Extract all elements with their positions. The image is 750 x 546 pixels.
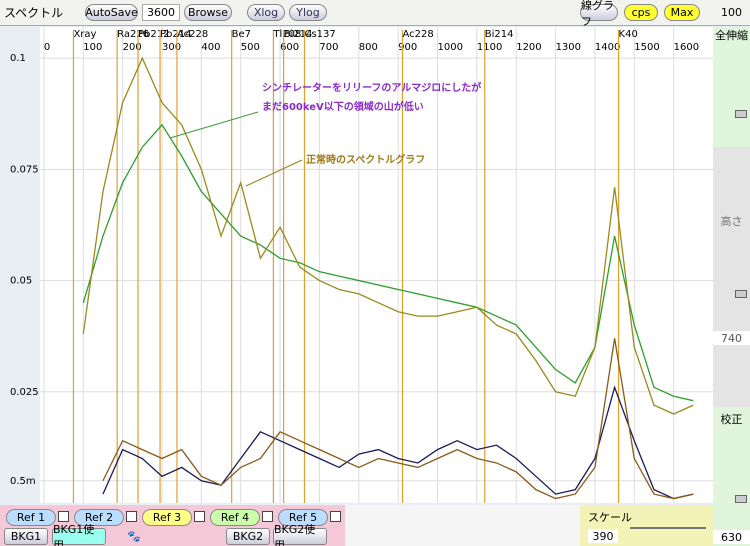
x-tick-label: 600 [280,42,299,53]
scale-label: スケール [588,511,632,524]
height-label: 高さ [720,215,743,228]
x-tick-label: 100 [83,42,102,53]
bkg2-button[interactable]: BKG2 [226,528,270,545]
annotation-arrow [169,111,259,139]
nuclide-label: Bi214 [284,29,313,40]
y-tick-label: 0.025 [10,387,39,398]
ref-checkbox[interactable] [330,511,341,522]
nuclide-label: Ac228 [177,29,208,40]
calibration-slider[interactable] [735,495,747,503]
x-tick-label: 800 [359,42,378,53]
browse-button[interactable]: Browse [184,4,232,21]
nuclide-label: Ac228 [402,29,433,40]
x-tick-label: 0 [44,42,50,53]
time-input[interactable]: 3600 [142,4,180,21]
bottom-gap [345,505,580,546]
y-tick-label: 0.05 [10,276,32,287]
x-tick-label: 900 [398,42,417,53]
ref-checkbox[interactable] [58,511,69,522]
plot-area [40,27,713,503]
ref-button[interactable]: Ref 1 [6,509,56,526]
ref-checkbox[interactable] [194,511,205,522]
cps-button[interactable]: cps [624,4,658,21]
graph-mode-button[interactable]: 線グラフ [580,0,618,28]
zoom-panel: 全伸縮 [713,27,750,147]
nuclide-label: Cs137 [304,29,335,40]
y-tick-label: 0.5m [10,476,36,487]
x-tick-label: 1500 [634,42,659,53]
max-button[interactable]: Max [664,4,700,21]
x-tick-label: 200 [123,42,142,53]
ylog-button[interactable]: Ylog [289,4,327,21]
nuclide-label: Xray [73,29,96,40]
scale-slider[interactable] [630,527,706,529]
ref-button[interactable]: Ref 2 [74,509,124,526]
zoom-slider[interactable] [735,110,747,118]
ref-button[interactable]: Ref 4 [210,509,260,526]
x-tick-label: 1300 [556,42,581,53]
annotation: まだ600keV以下の領域の山が低い [262,100,424,113]
xlog-button[interactable]: Xlog [247,4,285,21]
annotation: 正常時のスペクトルグラフ [306,153,425,166]
nuclide-label: Bi214 [485,29,514,40]
title: スペクトル [4,6,64,20]
x-tick-label: 400 [201,42,220,53]
x-tick-label: 500 [241,42,260,53]
nuclide-label: Pb212 [138,29,169,40]
nuclide-label: K40 [619,29,638,40]
nuclide-label: Tl208 [272,29,301,40]
ref-button[interactable]: Ref 5 [278,509,328,526]
calibration-label: 校正 [720,413,743,426]
x-tick-label: 700 [319,42,338,53]
nuclide-label: Ra226 [117,29,149,40]
scale-top: 100 [721,6,742,19]
spectrum-line [102,385,694,500]
ref-button[interactable]: Ref 3 [142,509,192,526]
spectrum-line [102,338,694,500]
spectrum-line [82,123,694,402]
height-value: 740 [713,331,750,345]
x-tick-label: 300 [162,42,181,53]
zoom-label: 全伸縮 [715,29,748,42]
x-tick-label: 1600 [674,42,699,53]
x-tick-label: 1000 [438,42,463,53]
scale-value: 390 [588,529,618,543]
annotation: シンチレーターをリリーフのアルマジロにしたが [262,81,482,94]
spectrum-line [82,56,694,415]
y-tick-label: 0.075 [10,164,39,175]
paw-icon[interactable]: 🐾 [127,530,141,543]
ref-checkbox[interactable] [126,511,137,522]
calibration-panel: 校正 [713,407,750,546]
bkg1-button[interactable]: BKG1 [4,528,48,545]
height-panel: 高さ [713,147,750,407]
annotation-arrow [245,159,303,187]
nuclide-label: Be7 [232,29,251,40]
height-slider[interactable] [735,290,747,298]
y-tick-label: 0.1 [10,53,26,64]
autosave-button[interactable]: AutoSave [85,4,138,21]
calibration-value: 630 [713,530,750,544]
nuclide-label: Pb214 [160,29,191,40]
x-tick-label: 1100 [477,42,502,53]
ref-checkbox[interactable] [262,511,273,522]
x-tick-label: 1400 [595,42,620,53]
x-tick-label: 1200 [516,42,541,53]
